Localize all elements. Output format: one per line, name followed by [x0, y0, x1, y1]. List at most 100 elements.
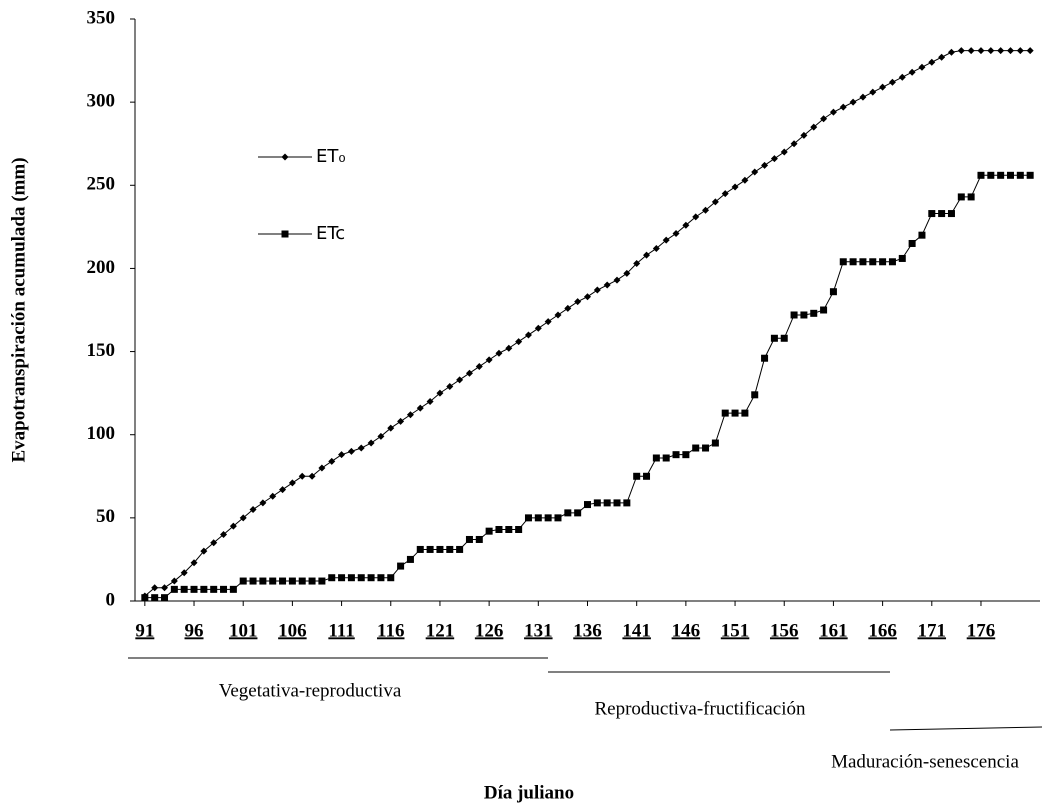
data-point — [957, 47, 965, 55]
data-point — [839, 103, 847, 111]
data-point — [495, 349, 503, 357]
data-point — [318, 464, 326, 472]
data-point — [515, 338, 523, 346]
data-point — [888, 78, 896, 86]
data-point — [574, 509, 582, 517]
data-point — [967, 193, 975, 201]
data-point — [200, 547, 208, 555]
data-point — [249, 577, 257, 585]
y-tick-label: 300 — [87, 91, 116, 112]
data-point — [918, 63, 926, 71]
x-tick-label: 96 — [185, 620, 204, 641]
data-point — [790, 140, 798, 148]
phase-line — [889, 726, 1043, 731]
data-point — [456, 376, 464, 384]
data-point — [898, 73, 906, 81]
x-tick-label: 171 — [918, 620, 947, 641]
data-point — [308, 577, 316, 585]
data-point — [957, 193, 965, 201]
data-point — [593, 286, 601, 294]
data-point — [544, 514, 552, 522]
data-point — [328, 574, 336, 582]
data-point — [180, 569, 188, 577]
x-tick-label: 106 — [278, 620, 307, 641]
data-point — [603, 499, 611, 507]
data-point — [190, 585, 198, 593]
data-point — [298, 472, 306, 480]
data-point — [465, 369, 473, 377]
data-point — [406, 555, 414, 563]
data-point — [938, 210, 946, 218]
data-point — [820, 115, 828, 123]
data-point — [308, 472, 316, 480]
data-point — [288, 479, 296, 487]
data-point — [220, 585, 228, 593]
data-point — [279, 486, 287, 494]
x-tick-label: 141 — [622, 620, 651, 641]
data-point — [554, 514, 562, 522]
data-point — [161, 594, 169, 602]
data-point — [633, 259, 641, 267]
data-point — [347, 447, 355, 455]
data-point — [780, 148, 788, 156]
phase-label: Vegetativa-reproductiva — [219, 680, 402, 701]
data-point — [298, 577, 306, 585]
data-point — [318, 577, 326, 585]
data-point — [141, 594, 149, 602]
data-point — [279, 577, 287, 585]
data-point — [229, 522, 237, 530]
data-point — [406, 411, 414, 419]
data-point — [692, 444, 700, 452]
data-point — [1016, 47, 1024, 55]
data-point — [446, 382, 454, 390]
y-tick-label: 100 — [87, 423, 116, 444]
data-point — [790, 311, 798, 319]
data-point — [859, 258, 867, 266]
phase-label: Reproductiva-fructificación — [594, 698, 806, 719]
data-point — [505, 344, 513, 352]
legend-marker — [281, 230, 289, 238]
data-point — [928, 210, 936, 218]
data-point — [416, 545, 424, 553]
data-point — [180, 585, 188, 593]
data-point — [584, 293, 591, 301]
data-point — [475, 535, 483, 543]
data-point — [367, 574, 375, 582]
data-point — [1006, 171, 1014, 179]
legend-label: ETc — [316, 223, 345, 244]
data-point — [633, 472, 641, 480]
data-point — [721, 409, 729, 417]
data-point — [672, 230, 680, 238]
data-point — [1026, 47, 1034, 55]
data-point — [347, 574, 355, 582]
data-point — [397, 562, 405, 570]
x-tick-label: 146 — [672, 620, 701, 641]
data-point — [928, 58, 936, 66]
data-point — [751, 391, 759, 399]
data-point — [1016, 171, 1024, 179]
data-point — [397, 417, 405, 425]
data-point — [711, 439, 719, 447]
data-point — [229, 585, 237, 593]
data-point — [170, 585, 178, 593]
x-tick-label: 136 — [573, 620, 602, 641]
data-point — [987, 171, 995, 179]
data-point — [357, 574, 365, 582]
data-point — [446, 545, 454, 553]
data-point — [741, 176, 749, 184]
data-point — [643, 251, 651, 259]
data-point — [1006, 47, 1014, 55]
data-point — [485, 527, 493, 535]
data-point — [357, 444, 365, 452]
data-point — [505, 525, 513, 533]
data-point — [524, 514, 532, 522]
y-axis-label: Evapotranspiración acumulada (mm) — [8, 157, 29, 462]
phase-label: Maduración-senescencia — [831, 751, 1019, 772]
data-point — [731, 409, 739, 417]
data-point — [800, 131, 808, 139]
data-point — [613, 276, 621, 284]
data-point — [574, 298, 582, 306]
data-point — [947, 210, 955, 218]
y-tick-label: 0 — [106, 589, 116, 610]
data-point — [387, 574, 395, 582]
